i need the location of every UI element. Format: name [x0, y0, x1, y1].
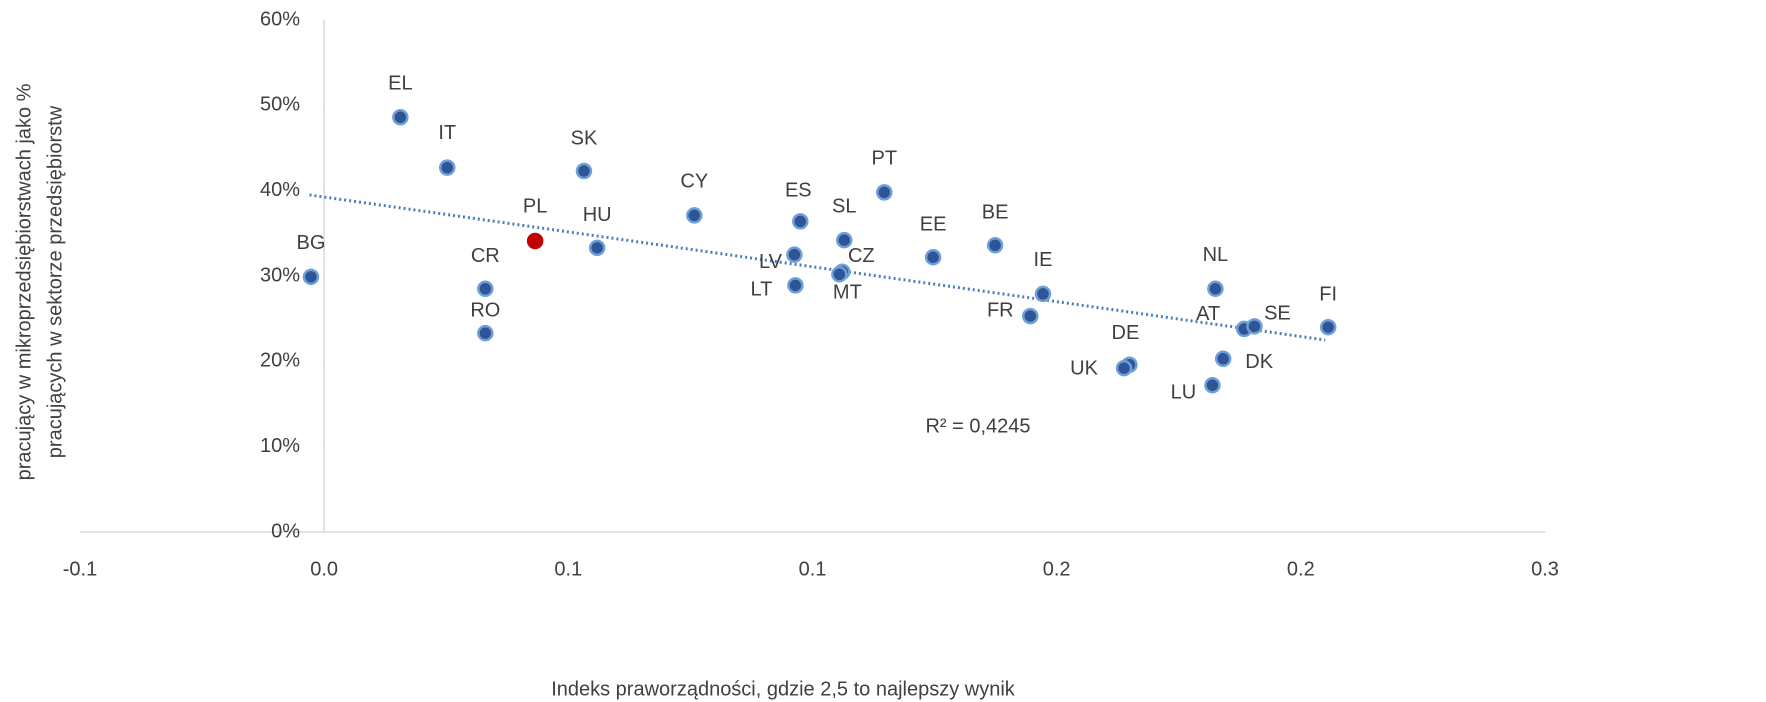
y-axis-title: pracujący w mikroprzedsiębiorstwach jako…	[13, 83, 35, 480]
point	[1319, 318, 1337, 336]
trendline	[309, 193, 1326, 342]
y-tick-label: 60%	[260, 8, 300, 30]
annotation: R² = 0,4245	[925, 415, 1030, 437]
point	[1034, 285, 1052, 303]
point	[876, 184, 893, 201]
point	[1022, 307, 1039, 325]
point-label: BE	[982, 202, 1009, 224]
point	[392, 109, 409, 126]
y-tick-label: 30%	[260, 264, 300, 286]
point	[438, 159, 456, 176]
x-tick-label: 0.2	[1043, 558, 1071, 580]
point-label: FI	[1319, 283, 1337, 305]
x-tick-label: -0.1	[63, 558, 97, 580]
point-label: LU	[1171, 382, 1197, 404]
x-tick-label: 0.3	[1531, 558, 1559, 580]
point-label: NL	[1203, 244, 1229, 266]
point-label: ES	[785, 180, 812, 202]
point	[787, 277, 804, 294]
point	[1115, 359, 1133, 377]
y-tick-label: 40%	[260, 179, 300, 201]
point-label: LT	[750, 279, 772, 301]
point-label: MT	[833, 282, 862, 304]
x-tick-label: 0.1	[799, 558, 827, 580]
point-label: DE	[1112, 322, 1140, 344]
point-label: UK	[1070, 357, 1098, 379]
point-label: CY	[680, 171, 708, 193]
point-label: DK	[1245, 351, 1273, 373]
point-label: LV	[759, 251, 783, 273]
point	[477, 280, 494, 298]
y-axis-title: pracujących w sektorze przedsiębiorstw	[44, 105, 66, 458]
point	[792, 213, 809, 230]
point	[1204, 376, 1221, 394]
point	[1214, 350, 1232, 368]
point-label: CZ	[848, 245, 875, 267]
point	[526, 232, 544, 250]
point-label: EE	[920, 214, 947, 236]
point	[1246, 318, 1263, 335]
point-label: SK	[571, 127, 598, 149]
point	[588, 239, 606, 257]
point-label: IE	[1034, 249, 1053, 271]
point-label: BG	[297, 232, 326, 254]
point	[924, 248, 942, 266]
point	[831, 266, 848, 283]
point	[477, 324, 494, 342]
point-label: PL	[523, 195, 547, 217]
point-label: HU	[583, 204, 612, 226]
x-tick-label: 0.0	[310, 558, 338, 580]
y-tick-label: 0%	[271, 520, 300, 542]
point	[986, 237, 1004, 254]
point	[686, 207, 703, 224]
x-tick-label: 0.2	[1287, 558, 1315, 580]
point	[1207, 280, 1224, 298]
point-label: SE	[1264, 303, 1291, 325]
point-label: IT	[438, 122, 456, 144]
point	[575, 162, 593, 180]
y-tick-label: 20%	[260, 350, 300, 372]
point-label: CR	[471, 245, 500, 267]
point-label: PT	[872, 148, 898, 170]
point-label: RO	[470, 299, 500, 321]
x-axis-title: Indeks praworządności, gdzie 2,5 to najl…	[551, 678, 1016, 700]
point	[302, 268, 320, 286]
x-tick-label: 0.1	[554, 558, 582, 580]
point	[835, 231, 853, 249]
point-label: EL	[388, 73, 412, 95]
y-tick-label: 10%	[260, 435, 300, 457]
y-tick-label: 50%	[260, 94, 300, 116]
point	[786, 246, 803, 263]
point-label: FR	[987, 299, 1014, 321]
point-label: SL	[832, 195, 856, 217]
point-label: AT	[1196, 303, 1220, 325]
